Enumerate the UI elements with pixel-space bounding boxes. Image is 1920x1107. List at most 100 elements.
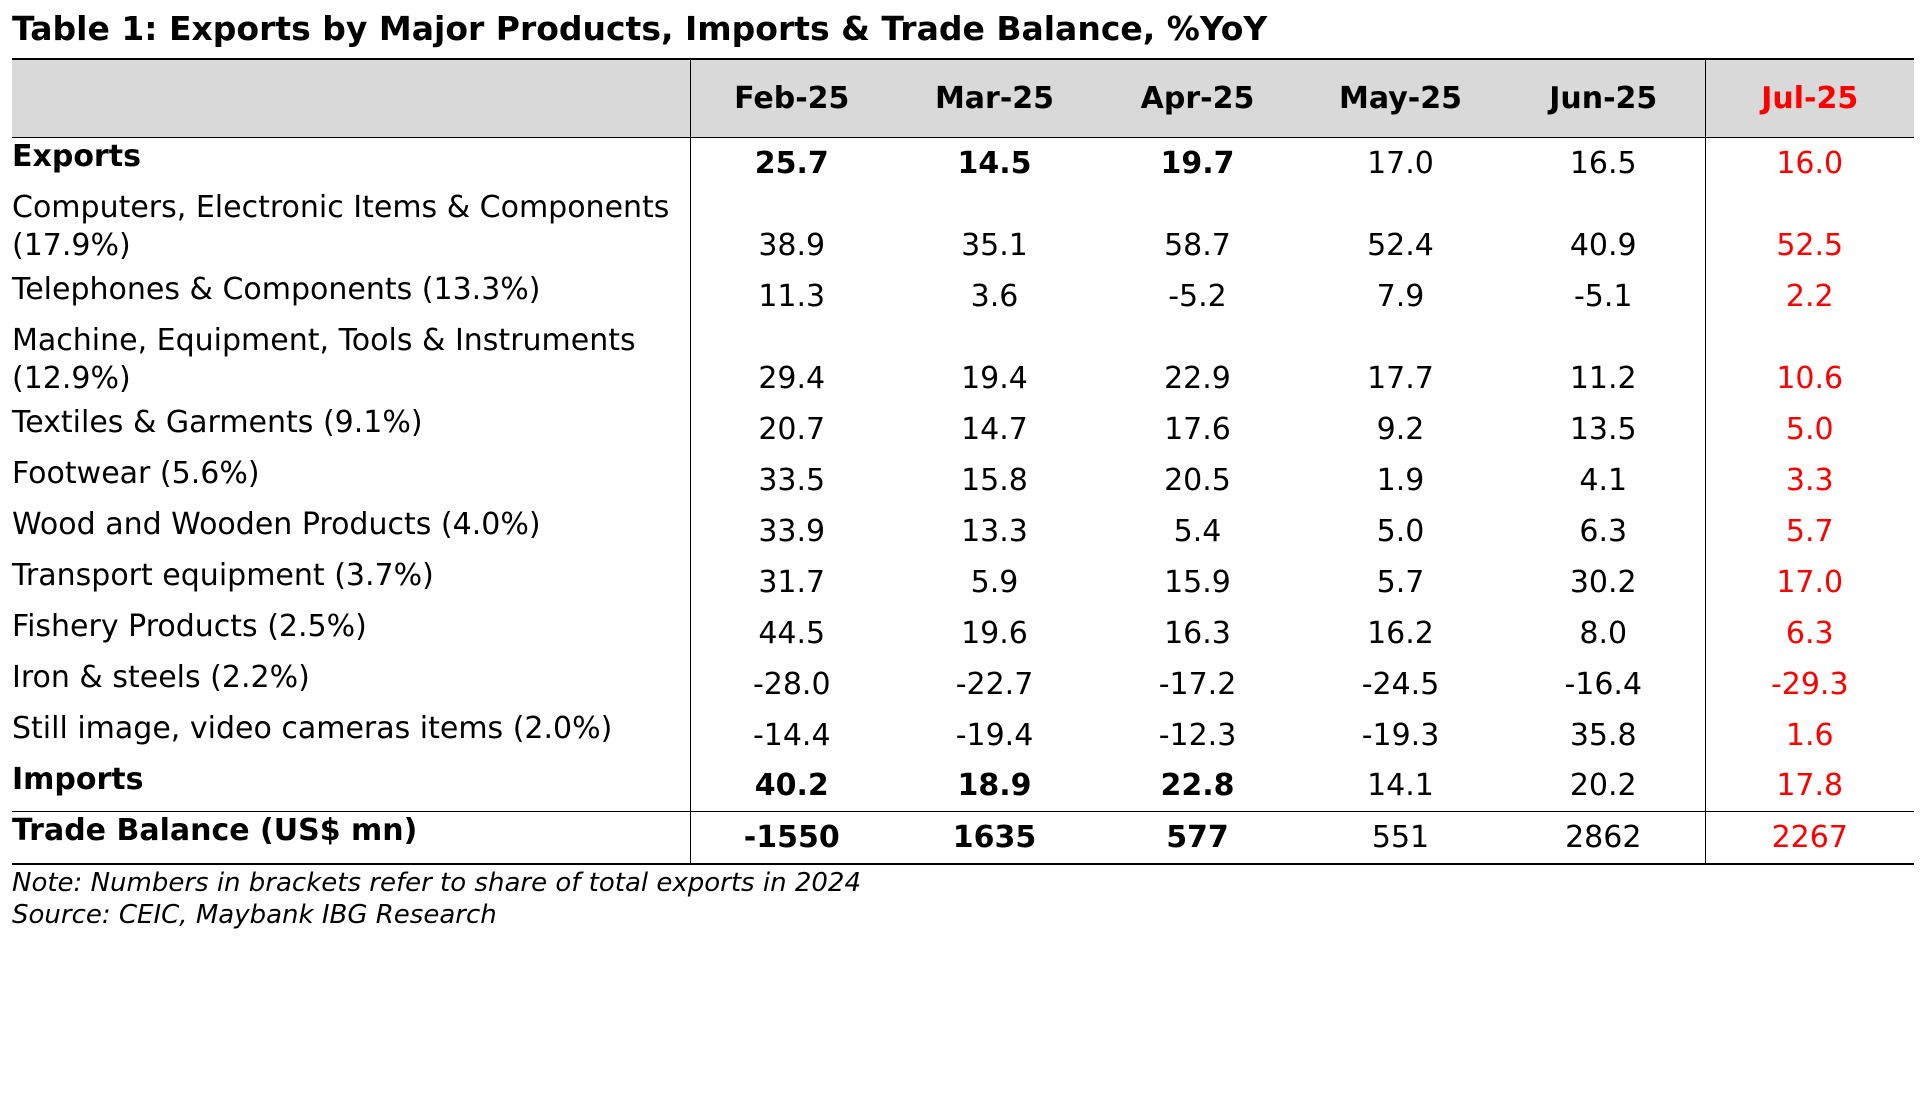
value-cell: 15.9 [1164, 564, 1231, 600]
value-cell: 13.3 [961, 513, 1028, 549]
value-cell: 14.1 [1367, 768, 1434, 803]
row-label: Imports [12, 761, 690, 812]
value-cell: 22.8 [1160, 768, 1235, 803]
row-label: Still image, video cameras items (2.0%) [12, 710, 690, 761]
value-cell-highlight: 10.6 [1704, 321, 1914, 404]
column-header: May-25 [1299, 59, 1502, 138]
header-row: Feb-25 Mar-25 Apr-25 May-25 Jun-25 Jul-2… [12, 59, 1914, 138]
table-title: Table 1: Exports by Major Products, Impo… [12, 9, 1268, 48]
value-cell: 25.7 [689, 137, 893, 189]
value-cell: -14.4 [689, 709, 893, 761]
value-cell: 3.6 [970, 278, 1019, 314]
value-cell-highlight: 5.7 [1704, 505, 1914, 557]
value-cell: 17.6 [1164, 411, 1231, 447]
value-cell-highlight: 3.3 [1704, 454, 1914, 506]
table-row: Computers, Electronic Items & Components… [12, 188, 1914, 271]
table-row: Wood and Wooden Products (4.0%) 33.9 13.3 5… [12, 505, 1914, 557]
row-label-text: Iron & steels (2.2%) [12, 659, 310, 695]
value-cell: 20.2 [1569, 768, 1637, 803]
trade-table: Feb-25 Mar-25 Apr-25 May-25 Jun-25 Jul-2… [12, 58, 1914, 865]
value-cell: 19.4 [961, 360, 1028, 396]
row-label: Telephones & Components (13.3%) [12, 271, 690, 322]
value-cell: 6.3 [1579, 513, 1628, 549]
value-cell-highlight: 17.0 [1704, 556, 1914, 608]
value-cell: 17.0 [1367, 145, 1434, 181]
row-label: Iron & steels (2.2%) [12, 659, 690, 710]
value-cell: 20.5 [1164, 462, 1231, 498]
value-cell-highlight: 5.0 [1704, 403, 1914, 455]
value-cell: 5.0 [1376, 513, 1425, 549]
value-cell: -12.3 [1158, 717, 1237, 753]
value-cell: 551 [1299, 811, 1502, 864]
value-cell: 4.1 [1579, 462, 1628, 498]
value-cell: 19.7 [1160, 145, 1235, 181]
source-text: Source: CEIC, Maybank IBG Research [12, 899, 497, 930]
table-row: Fishery Products (2.5%) 44.5 19.6 16.3 16.2 8… [12, 607, 1914, 659]
row-label-text: Transport equipment (3.7%) [12, 557, 434, 593]
value-cell: -28.0 [689, 658, 893, 710]
value-cell: -5.1 [1573, 278, 1633, 314]
row-label-text: Fishery Products (2.5%) [12, 608, 367, 644]
value-cell: -16.4 [1564, 666, 1643, 702]
value-cell: -19.4 [955, 717, 1034, 753]
column-header: Feb-25 [689, 59, 893, 138]
row-label-text: Footwear (5.6%) [12, 455, 260, 491]
value-cell: 15.8 [961, 462, 1028, 498]
value-cell: -19.3 [1361, 717, 1440, 753]
table-row: Imports 40.2 18.9 22.8 14.1 20.2 17.8 [12, 760, 1914, 812]
table-row: Telephones & Components (13.3%) 11.3 3.6 -5… [12, 270, 1914, 322]
row-label: Transport equipment (3.7%) [12, 557, 690, 608]
value-cell-highlight: 17.8 [1704, 760, 1914, 812]
value-cell: 13.5 [1569, 411, 1637, 447]
column-header: Jun-25 [1502, 59, 1705, 138]
value-cell: 44.5 [689, 607, 893, 659]
column-header: Apr-25 [1096, 59, 1299, 138]
value-cell: 5.7 [1376, 564, 1425, 600]
column-header-highlight: Jul-25 [1704, 59, 1914, 138]
value-cell: 20.7 [689, 403, 893, 455]
row-label-text: Still image, video cameras items (2.0%) [12, 710, 613, 746]
value-cell: 58.7 [1164, 227, 1231, 263]
column-header: Mar-25 [893, 59, 1096, 138]
row-label-text: Telephones & Components (13.3%) [12, 271, 541, 307]
value-cell: -1550 [689, 811, 893, 864]
row-label-share: (17.9%) [12, 227, 131, 263]
value-cell: 16.3 [1164, 615, 1231, 651]
table-row: Exports 25.7 14.5 19.7 17.0 16.5 16.0 [12, 137, 1914, 189]
value-cell-highlight: 2.2 [1704, 270, 1914, 322]
value-cell: 14.5 [957, 145, 1032, 181]
value-cell: 16.5 [1569, 145, 1637, 181]
value-cell: 1.9 [1376, 462, 1425, 498]
row-label-text: Imports [12, 761, 144, 797]
value-cell: 2862 [1502, 811, 1705, 864]
row-label-text: Exports [12, 139, 141, 174]
row-label: Exports [12, 138, 690, 189]
value-cell: 31.7 [689, 556, 893, 608]
value-cell: 7.9 [1376, 278, 1425, 314]
table-row: Transport equipment (3.7%) 31.7 5.9 15.9 5.7… [12, 556, 1914, 608]
value-cell: 5.4 [1173, 513, 1222, 549]
table-row: Footwear (5.6%) 33.5 15.8 20.5 1.9 4.1 3.3 [12, 454, 1914, 506]
table-row: Iron & steels (2.2%) -28.0 -22.7 -17.2 -24.5… [12, 658, 1914, 710]
value-cell: 5.9 [970, 564, 1019, 600]
value-cell: 35.8 [1569, 717, 1637, 753]
value-cell-highlight: 6.3 [1704, 607, 1914, 659]
value-cell-highlight: 16.0 [1704, 137, 1914, 189]
row-label-text: Trade Balance (US$ mn) [12, 813, 418, 848]
value-cell: -22.7 [955, 666, 1034, 702]
row-label: Wood and Wooden Products (4.0%) [12, 506, 690, 557]
value-cell-highlight: 52.5 [1704, 188, 1914, 271]
value-cell: 29.4 [689, 321, 893, 404]
value-cell: -24.5 [1361, 666, 1440, 702]
value-cell: 577 [1096, 811, 1299, 864]
value-cell-highlight: 1.6 [1704, 709, 1914, 761]
value-cell-highlight: -29.3 [1704, 658, 1914, 710]
value-cell: -17.2 [1158, 666, 1237, 702]
value-cell: 35.1 [961, 227, 1028, 263]
value-cell: 40.9 [1569, 227, 1637, 263]
row-label: Fishery Products (2.5%) [12, 608, 690, 659]
row-label-text: Wood and Wooden Products (4.0%) [12, 506, 541, 542]
value-cell: 38.9 [689, 188, 893, 271]
table-row: Textiles & Garments (9.1%) 20.7 14.7 17.6 9.… [12, 403, 1914, 455]
value-cell: 52.4 [1367, 227, 1434, 263]
